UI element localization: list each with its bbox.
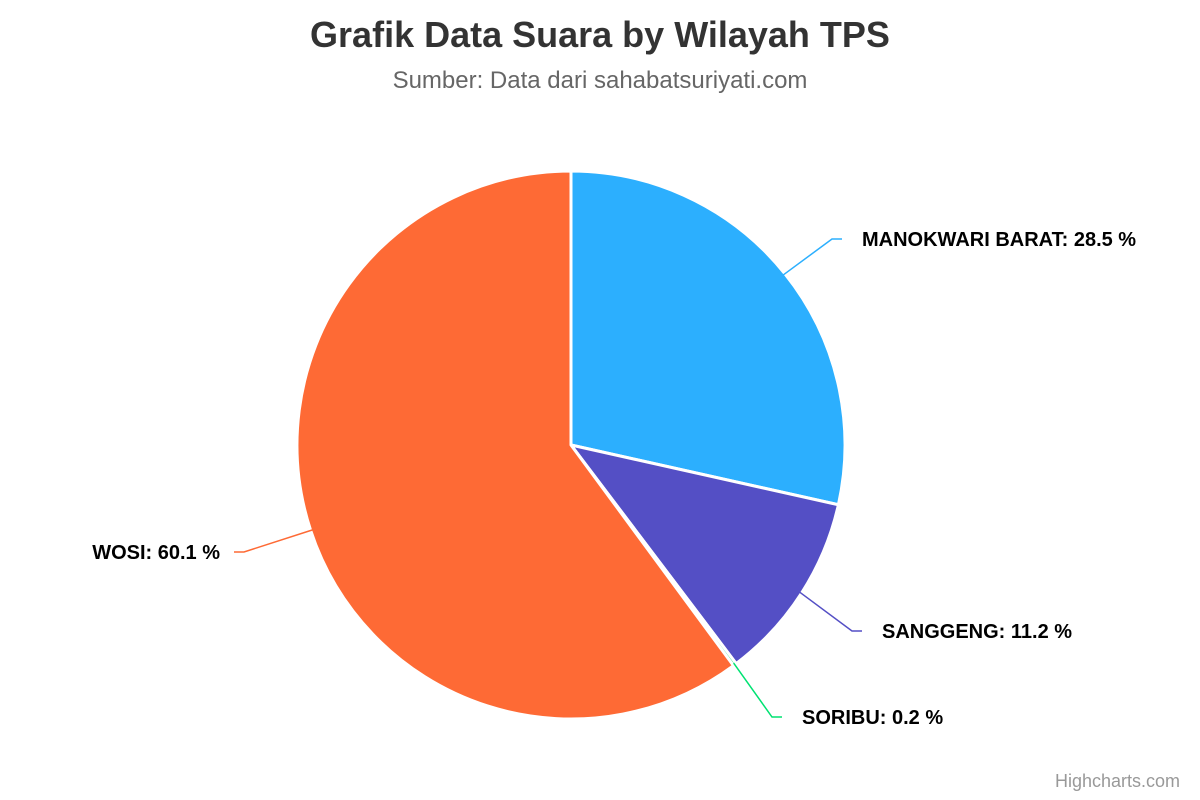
data-label-manokwari-barat: MANOKWARI BARAT: 28.5 % bbox=[862, 229, 1136, 251]
slice-labels: MANOKWARI BARAT: 28.5 % SANGGENG: 11.2 % S… bbox=[92, 229, 1136, 729]
chart-title: Grafik Data Suara by Wilayah TPS bbox=[310, 14, 890, 55]
connector-sanggeng bbox=[799, 591, 862, 632]
connector-manokwari-barat bbox=[782, 238, 842, 276]
data-label-wosi: WOSI: 60.1 % bbox=[92, 542, 220, 564]
data-label-sanggeng: SANGGENG: 11.2 % bbox=[882, 621, 1072, 643]
chart-subtitle: Sumber: Data dari sahabatsuriyati.com bbox=[392, 67, 808, 94]
credits-link[interactable]: Highcharts.com bbox=[1054, 771, 1180, 791]
data-label-soribu: SORIBU: 0.2 % bbox=[802, 707, 943, 729]
label-connectors bbox=[234, 238, 862, 718]
connector-wosi bbox=[234, 529, 313, 553]
connector-soribu bbox=[733, 662, 782, 718]
pie-slices bbox=[295, 169, 847, 721]
